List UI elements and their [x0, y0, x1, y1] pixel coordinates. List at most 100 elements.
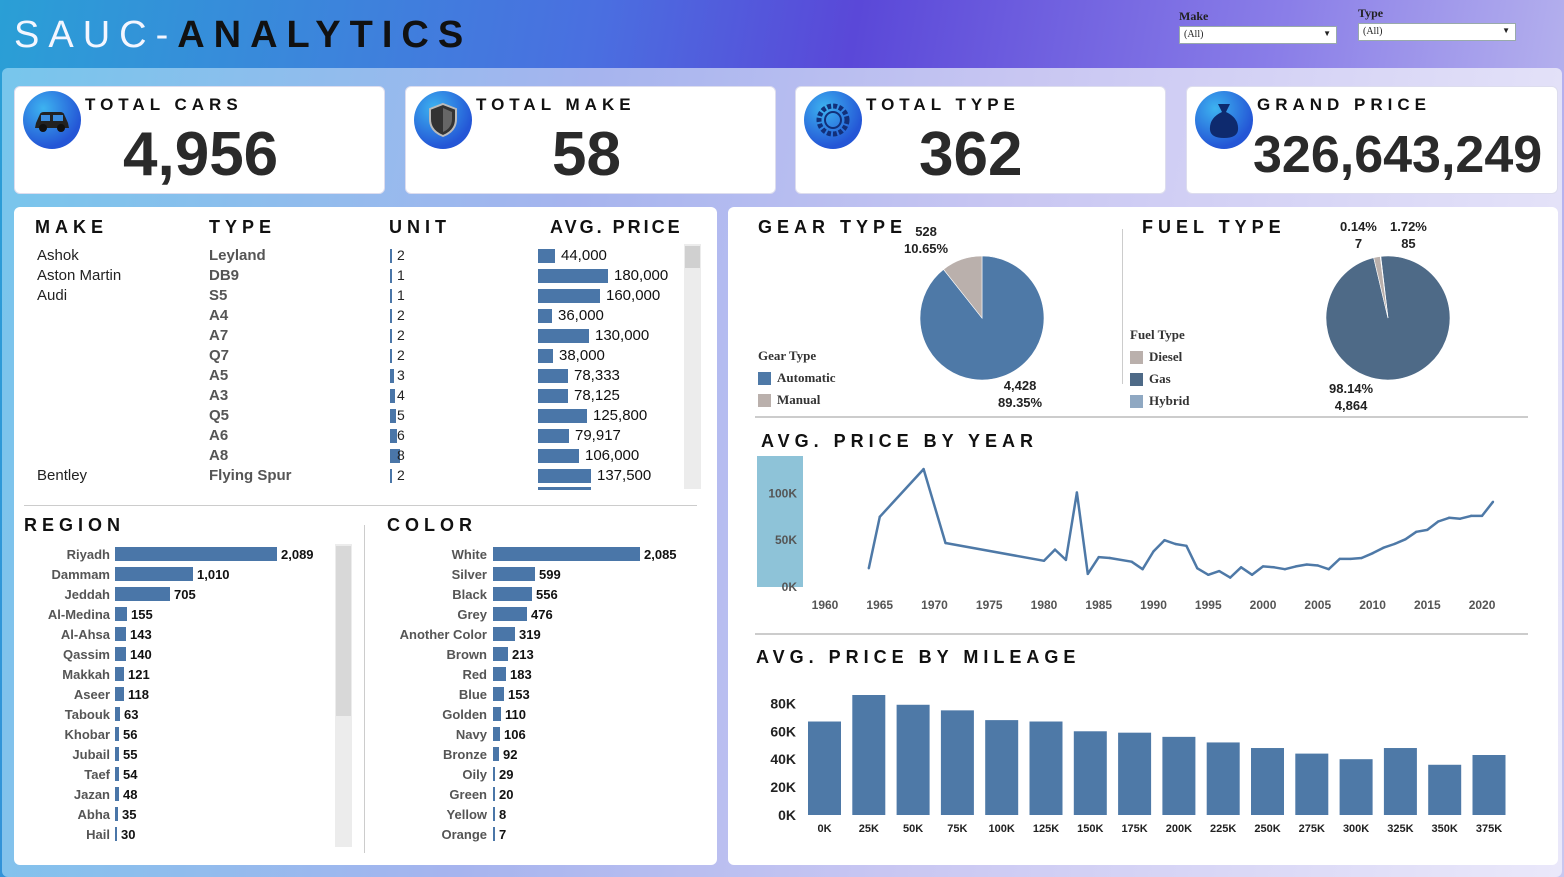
type-cell[interactable]: S5	[209, 287, 228, 304]
kpi-grand-price: GRAND PRICE 326,643,249	[1186, 86, 1558, 194]
avg-price-by-mileage-chart[interactable]: 80K 60K 40K 20K 0K 0K 25K 50K 75K 100K 125K 150K 175…	[748, 687, 1538, 857]
bar[interactable]	[115, 667, 124, 681]
avg-price-bar[interactable]	[538, 329, 589, 343]
unit-bar[interactable]	[390, 309, 393, 323]
bar[interactable]	[493, 567, 535, 581]
unit-bar[interactable]	[390, 369, 394, 383]
type-cell[interactable]: A3	[209, 387, 229, 404]
avg-price-bar[interactable]	[538, 289, 600, 303]
unit-value: 2	[397, 327, 405, 343]
make-cell[interactable]: Aston Martin	[37, 267, 122, 284]
bar[interactable]	[493, 727, 500, 741]
gear-pie-chart[interactable]	[918, 254, 1046, 382]
mileage-bar	[1206, 742, 1240, 815]
avg-price-by-year-chart[interactable]: 100K 50K 0K 1960 1965 1970 1975 1980 1985 1990 199…	[748, 452, 1538, 622]
bar[interactable]	[115, 587, 170, 601]
unit-bar[interactable]	[390, 349, 393, 363]
avg-price-bar[interactable]	[538, 449, 579, 463]
type-cell[interactable]: Q5	[209, 407, 230, 424]
bar[interactable]	[115, 567, 193, 581]
type-select[interactable]: (All) ▼	[1358, 23, 1516, 41]
unit-bar[interactable]	[390, 249, 393, 263]
bar[interactable]	[115, 607, 127, 621]
bar[interactable]	[493, 827, 495, 841]
make-cell[interactable]: Ashok	[37, 247, 79, 264]
unit-bar[interactable]	[390, 289, 392, 303]
kpi-value: 326,643,249	[1253, 126, 1543, 184]
bar[interactable]	[115, 767, 119, 781]
bar[interactable]	[493, 767, 495, 781]
type-cell[interactable]: DB9	[209, 267, 240, 284]
unit-bar[interactable]	[390, 409, 396, 423]
bar[interactable]	[115, 787, 119, 801]
bar[interactable]	[115, 547, 277, 561]
x-tick-label: 0K	[817, 823, 831, 835]
scrollbar-thumb[interactable]	[685, 246, 700, 268]
avg-price-bar[interactable]	[538, 469, 591, 483]
bar-label: Aseer	[73, 687, 110, 702]
type-cell[interactable]: A5	[209, 367, 229, 384]
region-scrollbar[interactable]	[335, 544, 352, 847]
bar[interactable]	[493, 807, 495, 821]
avg-price-bar[interactable]	[538, 369, 568, 383]
avg-price-bar[interactable]	[538, 249, 555, 263]
legend-item-automatic[interactable]: Automatic	[758, 370, 836, 386]
table-scrollbar[interactable]	[684, 244, 701, 489]
bar[interactable]	[493, 747, 499, 761]
legend-item-gas[interactable]: Gas	[1130, 371, 1189, 387]
scrollbar-thumb[interactable]	[336, 546, 351, 716]
bar[interactable]	[493, 607, 527, 621]
x-tick-label: 1990	[1140, 598, 1167, 612]
bar[interactable]	[115, 807, 118, 821]
bar[interactable]	[115, 827, 117, 841]
bar[interactable]	[115, 647, 126, 661]
bar[interactable]	[493, 627, 515, 641]
bar-value: 8	[499, 807, 507, 822]
avg-price-bar[interactable]	[538, 349, 553, 363]
avg-price-bar[interactable]	[538, 487, 591, 490]
unit-bar[interactable]	[390, 469, 393, 483]
avg-price-bar[interactable]	[538, 409, 587, 423]
make-cell[interactable]: Audi	[37, 287, 68, 304]
bar[interactable]	[493, 587, 532, 601]
data-point	[1382, 546, 1385, 549]
legend-item-manual[interactable]: Manual	[758, 392, 836, 408]
avg-price-bar[interactable]	[538, 269, 608, 283]
avg-price-label: 160,000	[606, 287, 661, 304]
bar[interactable]	[115, 687, 124, 701]
unit-bar[interactable]	[390, 329, 393, 343]
type-cell[interactable]: A8	[209, 447, 229, 464]
unit-bar[interactable]	[390, 429, 398, 443]
bar[interactable]	[493, 547, 640, 561]
type-cell[interactable]: A7	[209, 327, 229, 344]
legend-item-hybrid[interactable]: Hybrid	[1130, 393, 1189, 409]
avg-price-bar[interactable]	[538, 309, 552, 323]
type-cell[interactable]: A4	[209, 307, 229, 324]
bar[interactable]	[493, 667, 506, 681]
bar[interactable]	[493, 647, 508, 661]
bar-label: Bronze	[442, 747, 487, 762]
type-cell[interactable]: A6	[209, 427, 229, 444]
bar[interactable]	[115, 707, 120, 721]
bar[interactable]	[493, 687, 504, 701]
unit-bar[interactable]	[390, 389, 395, 403]
bar[interactable]	[115, 747, 119, 761]
type-cell[interactable]: Flying Spur	[209, 467, 292, 484]
make-select[interactable]: (All) ▼	[1179, 26, 1337, 44]
unit-bar[interactable]	[390, 449, 400, 463]
data-point	[1097, 555, 1100, 559]
avg-price-bar[interactable]	[538, 429, 569, 443]
type-cell[interactable]: Q7	[209, 347, 230, 364]
bar[interactable]	[493, 787, 495, 801]
fuel-pie-chart[interactable]	[1324, 254, 1452, 382]
bar[interactable]	[115, 727, 119, 741]
avg-price-bar[interactable]	[538, 389, 568, 403]
hybrid-label: 0.14% 7	[1340, 219, 1377, 251]
data-point	[1141, 568, 1144, 571]
unit-bar[interactable]	[390, 269, 392, 283]
type-cell[interactable]: Leyland	[209, 247, 266, 264]
make-cell[interactable]: Bentley	[37, 467, 88, 484]
bar[interactable]	[493, 707, 501, 721]
legend-item-diesel[interactable]: Diesel	[1130, 349, 1189, 365]
bar[interactable]	[115, 627, 126, 641]
